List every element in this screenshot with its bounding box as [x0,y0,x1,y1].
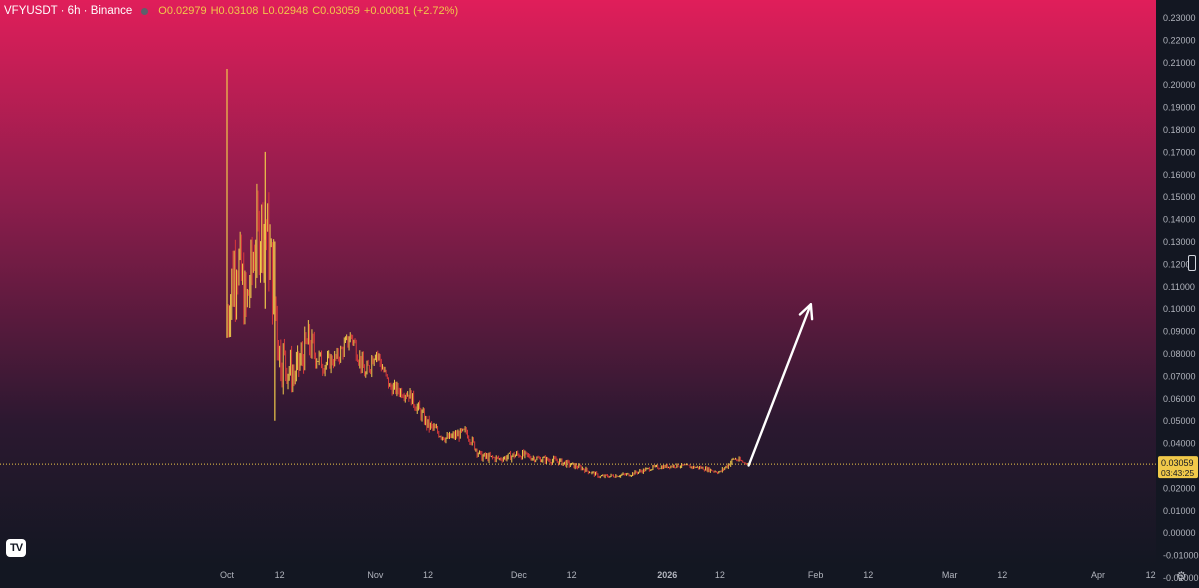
y-tick-label: 0.15000 [1163,192,1196,202]
x-tick-label-month: Feb [808,570,824,580]
x-tick-label-month: Nov [367,570,384,580]
y-tick-label: 0.11000 [1163,282,1195,292]
y-tick-label: 0.20000 [1163,80,1196,90]
time-axis[interactable]: Oct 12 Nov 12 Dec 12 2026 12 Feb 12 Mar 12 Apr 12 [220,570,1156,580]
symbol-legend: VFYUSDT · 6h · Binance O 0.02979 H 0.03108… [4,3,458,19]
ohlc-close-key: C [312,5,321,17]
time-axis-background [0,565,1156,583]
y-tick-label: -0.02000 [1163,573,1199,583]
y-tick-label: 0.10000 [1163,304,1196,314]
y-tick-label: -0.01000 [1163,551,1199,561]
ohlc-high-value: 0.03108 [218,5,259,17]
ohlc-open-value: 0.02979 [166,5,207,17]
x-tick-label-day: 12 [275,570,285,580]
x-tick-label-month: Oct [220,570,235,580]
candle-countdown: 03:43:25 [1161,468,1194,478]
y-tick-label: 0.18000 [1163,125,1196,135]
ohlc-change: +0.00081 (+2.72%) [363,5,459,17]
tradingview-logo-icon[interactable]: TV [6,539,26,557]
x-tick-label-day: 12 [1146,570,1156,580]
last-price-value: 0.03059 [1161,458,1194,468]
y-tick-label: 0.12000 [1163,259,1196,269]
y-tick-label: 0.09000 [1163,327,1196,337]
y-tick-label: 0.21000 [1163,58,1196,68]
symbol-title[interactable]: VFYUSDT · 6h · Binance [4,5,133,17]
trend-arrow-line[interactable] [747,303,813,467]
last-price-label-box [1158,456,1198,479]
ohlc-close-value: 0.03059 [320,5,360,17]
y-tick-label: 0.19000 [1163,103,1196,113]
y-tick-label: 0.01000 [1163,506,1196,516]
x-tick-label-day: 12 [863,570,873,580]
x-tick-label-month: Apr [1091,570,1105,580]
ohlc-high-key: H [210,5,219,17]
price-axis[interactable]: 0.23000 0.22000 0.21000 0.20000 0.19000 0.180… [1163,13,1199,583]
y-tick-label: 0.07000 [1163,371,1196,381]
y-tick-label: 0.04000 [1163,439,1196,449]
ohlc-low-key: L [262,5,269,17]
y-tick-label: 0.16000 [1163,170,1196,180]
price-axis-background [1156,0,1199,583]
y-tick-label: 0.17000 [1163,147,1196,157]
x-tick-label-month: 2026 [657,570,677,580]
y-tick-label: 0.23000 [1163,13,1196,23]
chart-background [0,0,1156,565]
x-tick-label-day: 12 [423,570,433,580]
ohlc-low-value: 0.02948 [268,5,309,17]
y-tick-label: 0.14000 [1163,215,1196,225]
gear-icon[interactable]: ⚙ [1176,569,1187,583]
x-tick-label-month: Dec [511,570,528,580]
y-tick-label: 0.00000 [1163,528,1196,538]
annotation-layer[interactable] [747,303,814,467]
price-scale-handle[interactable] [1188,255,1196,271]
x-tick-label-day: 12 [997,570,1007,580]
y-tick-label: 0.02000 [1163,483,1196,493]
candles-layer [226,69,750,479]
x-tick-label-day: 12 [567,570,577,580]
y-tick-label: 0.05000 [1163,416,1196,426]
arrow-head-icon[interactable] [798,303,814,321]
x-tick-label-month: Mar [942,570,958,580]
y-tick-label: 0.08000 [1163,349,1196,359]
ohlc-open-key: O [158,5,167,17]
market-status-icon [141,7,149,15]
y-tick-label: 0.13000 [1163,237,1196,247]
x-tick-label-day: 12 [715,570,725,580]
y-tick-label: 0.06000 [1163,394,1196,404]
y-tick-label: 0.22000 [1163,35,1196,45]
